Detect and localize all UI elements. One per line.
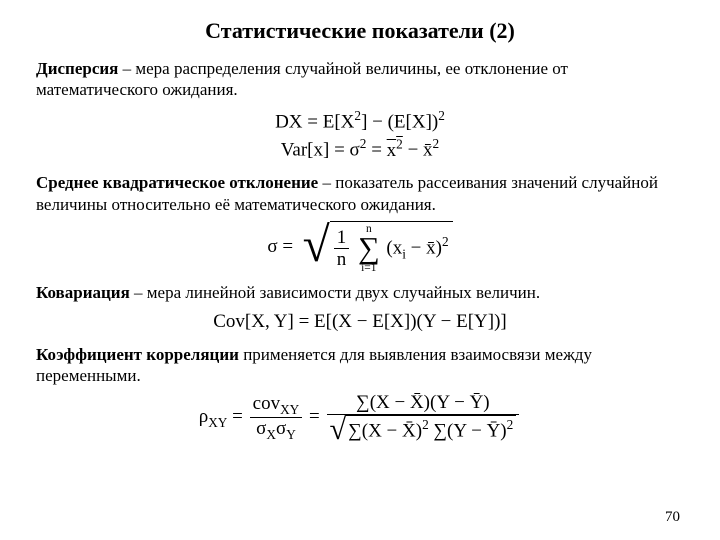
cov-small-sub: XY [280, 402, 299, 417]
sigma-sym: σ [350, 140, 360, 161]
sum-body-b: − x̄) [406, 237, 442, 258]
sigma-left: σ [267, 236, 277, 257]
eq-dx: DX = E[X2] − (E[X])2 [36, 107, 684, 136]
expanded-den: √ ∑(X − X̄)2 ∑(Y − Ȳ)2 [327, 415, 520, 442]
dx-rhs-b: ] − (E[X]) [361, 111, 438, 132]
expanded-num: ∑(X − X̄)(Y − Ȳ) [327, 392, 520, 415]
eq-cov: Cov[X, Y] = E[(X − E[X])(Y − E[Y])] [36, 309, 684, 336]
definition-cov: Ковариация – мера линейной зависимости д… [36, 282, 684, 303]
dx-lhs: DX [275, 111, 302, 132]
sum-body-a: (x [386, 237, 402, 258]
definition-dispersion: Дисперсия – мера распределения случайной… [36, 58, 684, 101]
dx-rhs-a: E[X [323, 111, 355, 132]
slide-page: Статистические показатели (2) Дисперсия … [0, 0, 720, 540]
definition-corr: Коэффициент корреляции применяется для в… [36, 344, 684, 387]
xbar-sq: x̄ [423, 140, 433, 161]
definition-stddev: Среднее квадратическое отклонение – пока… [36, 172, 684, 215]
term-stddev: Среднее квадратическое отклонение [36, 173, 318, 192]
frac-cov-den: σXσY [250, 418, 303, 442]
den-a: ∑(X − X̄) [348, 421, 422, 442]
den-b: ∑(Y − Ȳ) [429, 421, 507, 442]
sum-lower: i=1 [358, 263, 380, 274]
page-title: Статистические показатели (2) [36, 18, 684, 44]
frac-1-n: 1 n [334, 227, 350, 272]
var-lhs: Var[x] [281, 140, 330, 161]
frac-expanded: ∑(X − X̄)(Y − Ȳ) √ ∑(X − X̄)2 ∑(Y − Ȳ)2 [327, 392, 520, 442]
radicand-den: ∑(X − X̄)2 ∑(Y − Ȳ)2 [346, 415, 516, 442]
x2-bar: x [387, 140, 397, 161]
formula-sigma: σ = √ 1 n n ∑ i=1 (xi − x̄)2 [36, 221, 684, 274]
sum-symbol: n ∑ i=1 [358, 224, 380, 274]
term-corr: Коэффициент корреляции [36, 345, 239, 364]
eq-var: Var[x] = σ2 = x2 − x̄2 [36, 135, 684, 164]
eq-rho: ρXY = covXY σXσY = ∑(X − X̄)(Y − Ȳ) √ ∑(… [199, 406, 522, 427]
formula-cov: Cov[X, Y] = E[(X − E[X])(Y − E[Y])] [36, 309, 684, 336]
sigma-y: σ [276, 418, 286, 439]
frac-den: n [334, 249, 350, 271]
cov-lhs: Cov[X, Y] [213, 311, 294, 332]
frac-cov-num: covXY [250, 393, 303, 418]
page-number: 70 [665, 509, 680, 526]
sigma-x: σ [256, 418, 266, 439]
sigma-x-sub: X [266, 427, 276, 442]
rho-sub: XY [208, 415, 227, 430]
rho-sym: ρ [199, 406, 208, 427]
sigma-big-icon: ∑ [358, 235, 380, 262]
text-cov: – мера линейной зависимости двух случайн… [130, 283, 540, 302]
sqrt-sigma: √ 1 n n ∑ i=1 (xi − x̄)2 [303, 221, 453, 274]
radical-icon: √ [303, 223, 330, 276]
term-dispersion: Дисперсия [36, 59, 118, 78]
cov-small: cov [253, 393, 280, 414]
frac-cov-sigma: covXY σXσY [250, 393, 303, 442]
formula-rho: ρXY = covXY σXσY = ∑(X − X̄)(Y − Ȳ) √ ∑(… [36, 392, 684, 442]
term-cov: Ковариация [36, 283, 130, 302]
frac-num: 1 [334, 227, 350, 250]
radical-icon-2: √ [330, 416, 347, 443]
sqrt-den: √ ∑(X − X̄)2 ∑(Y − Ȳ)2 [330, 415, 517, 442]
cov-rhs: E[(X − E[X])(Y − E[Y])] [314, 311, 507, 332]
sigma-y-sub: Y [286, 427, 296, 442]
eq-sigma: σ = √ 1 n n ∑ i=1 (xi − x̄)2 [267, 236, 452, 257]
formula-dx: DX = E[X2] − (E[X])2 Var[x] = σ2 = x2 − … [36, 107, 684, 165]
radicand-sigma: 1 n n ∑ i=1 (xi − x̄)2 [330, 221, 453, 274]
